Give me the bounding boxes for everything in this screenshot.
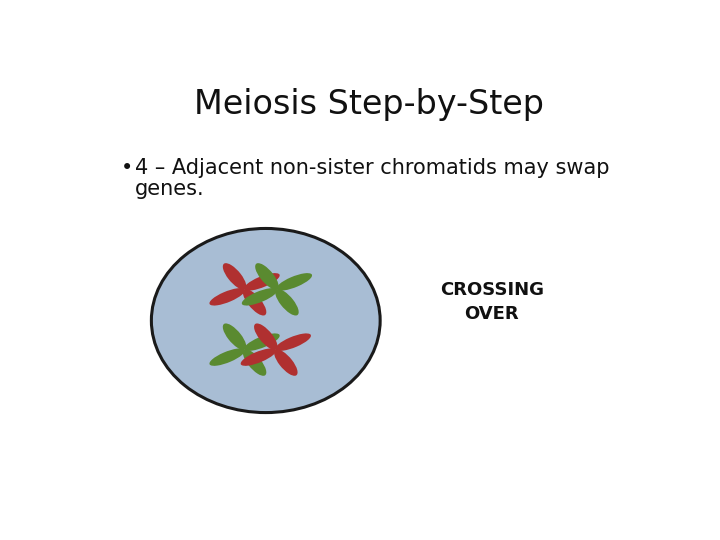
Ellipse shape	[274, 349, 297, 376]
Ellipse shape	[240, 348, 276, 366]
Ellipse shape	[210, 288, 245, 306]
Ellipse shape	[243, 349, 266, 376]
Ellipse shape	[275, 289, 299, 315]
Text: 4 – Adjacent non-sister chromatids may swap: 4 – Adjacent non-sister chromatids may s…	[135, 158, 609, 178]
Ellipse shape	[254, 323, 277, 350]
Ellipse shape	[276, 273, 312, 291]
Ellipse shape	[244, 273, 279, 291]
Ellipse shape	[243, 289, 266, 315]
Ellipse shape	[242, 288, 277, 306]
Text: CROSSING
OVER: CROSSING OVER	[440, 281, 544, 322]
Ellipse shape	[276, 333, 311, 351]
Ellipse shape	[151, 228, 380, 413]
Ellipse shape	[255, 263, 279, 289]
Text: genes.: genes.	[135, 179, 204, 199]
Ellipse shape	[210, 348, 245, 366]
Ellipse shape	[244, 333, 279, 351]
Ellipse shape	[222, 323, 246, 350]
Ellipse shape	[222, 263, 246, 289]
Text: Meiosis Step-by-Step: Meiosis Step-by-Step	[194, 87, 544, 120]
Text: •: •	[121, 158, 133, 178]
